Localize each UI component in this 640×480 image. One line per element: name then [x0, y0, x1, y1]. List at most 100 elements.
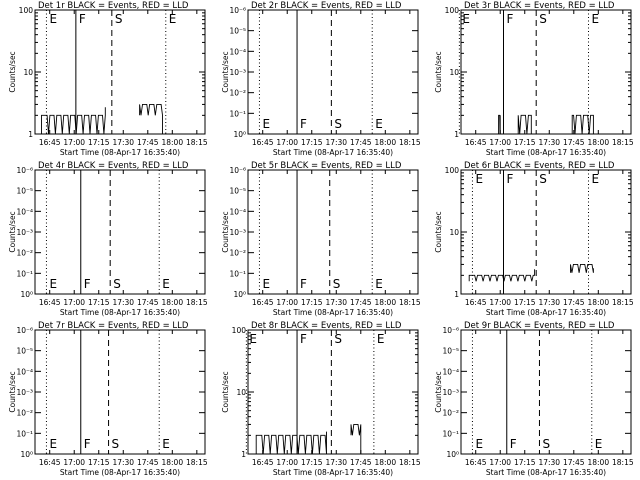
- x-tick-label: 17:30: [112, 298, 134, 307]
- y-tick-label: 10⁻¹: [16, 429, 33, 438]
- x-tick-label: 18:15: [612, 298, 634, 307]
- y-tick-label: 10⁻¹: [442, 429, 459, 438]
- panel-det-2: Det 2r BLACK = Events, RED = LLD Start Ti…: [221, 1, 421, 157]
- y-tick-label: 10⁻⁴: [229, 47, 246, 56]
- marker-label: E: [49, 277, 57, 291]
- y-axis-label: Counts/sec: [434, 51, 443, 92]
- events-trace: [570, 263, 594, 273]
- x-tick-label: 18:00: [587, 458, 609, 467]
- y-tick-label: 10⁻⁶: [229, 6, 246, 15]
- y-tick-label: 10⁰: [446, 450, 459, 459]
- x-tick-label: 16:45: [39, 298, 61, 307]
- x-tick-label: 17:45: [350, 138, 372, 147]
- panel-title: Det 1r BLACK = Events, RED = LLD: [38, 1, 189, 11]
- x-tick-label: 18:15: [612, 138, 634, 147]
- y-tick-label: 10⁰: [20, 290, 33, 299]
- x-tick-label: 18:15: [612, 458, 634, 467]
- x-tick-label: 18:00: [161, 298, 183, 307]
- x-tick-label: 17:00: [63, 298, 85, 307]
- y-tick-label: 10: [449, 228, 459, 237]
- marker-label: E: [49, 437, 57, 451]
- x-tick-label: 17:30: [538, 458, 560, 467]
- x-tick-label: 17:15: [301, 458, 323, 467]
- y-tick-label: 10⁻²: [442, 409, 459, 418]
- y-tick-label: 10⁻²: [16, 409, 33, 418]
- y-tick-label: 10⁻³: [229, 228, 246, 237]
- panel-title: Det 2r BLACK = Events, RED = LLD: [251, 1, 402, 11]
- y-tick-label: 10⁻⁶: [16, 326, 33, 335]
- x-tick-label: 18:15: [186, 138, 208, 147]
- x-tick-label: 16:45: [39, 458, 61, 467]
- y-axis-label: Counts/sec: [434, 211, 443, 252]
- marker-label: S: [334, 117, 342, 131]
- y-tick-label: 10⁻⁴: [442, 367, 459, 376]
- marker-label: S: [115, 12, 123, 26]
- x-tick-label: 17:00: [276, 138, 298, 147]
- plot-frame: [460, 9, 632, 135]
- marker-label: E: [375, 277, 383, 291]
- y-axis-label: Counts/sec: [434, 371, 443, 412]
- y-tick-label: 10⁻²: [229, 89, 246, 98]
- x-tick-label: 18:00: [374, 458, 396, 467]
- y-tick-label: 10⁻³: [16, 228, 33, 237]
- x-tick-label: 17:15: [88, 138, 110, 147]
- x-tick-label: 17:15: [514, 138, 536, 147]
- x-axis-label: Start Time (08-Apr-17 16:35:40): [486, 468, 606, 477]
- x-axis-label: Start Time (08-Apr-17 16:35:40): [273, 468, 393, 477]
- y-axis-label: Counts/sec: [221, 371, 230, 412]
- plot-frame: [247, 169, 419, 295]
- panel-title: Det 7r BLACK = Events, RED = LLD: [38, 321, 189, 331]
- marker-label: F: [84, 277, 91, 291]
- marker-label: S: [334, 332, 342, 346]
- y-tick-label: 10⁻⁵: [229, 187, 246, 196]
- marker-label: E: [169, 12, 177, 26]
- panel-det-5: Det 5r BLACK = Events, RED = LLD Start Ti…: [221, 161, 421, 317]
- x-axis-label: Start Time (08-Apr-17 16:35:40): [273, 308, 393, 317]
- panel-title: Det 9r BLACK = Events, RED = LLD: [464, 321, 615, 331]
- marker-label: E: [249, 332, 257, 346]
- marker-label: F: [507, 172, 514, 186]
- panel-det-4: Det 4r BLACK = Events, RED = LLD Start Ti…: [8, 161, 208, 317]
- panel-det-8: Det 8r BLACK = Events, RED = LLD Start Ti…: [221, 321, 421, 477]
- y-tick-label: 10⁻²: [16, 249, 33, 258]
- y-tick-label: 10⁻⁶: [442, 326, 459, 335]
- x-tick-label: 16:45: [252, 138, 274, 147]
- y-tick-label: 10⁻³: [16, 388, 33, 397]
- events-trace: [350, 423, 362, 454]
- marker-label: F: [79, 12, 86, 26]
- x-tick-label: 17:00: [276, 298, 298, 307]
- y-tick-label: 10⁻⁶: [16, 166, 33, 175]
- panel-title: Det 5r BLACK = Events, RED = LLD: [251, 161, 402, 171]
- x-tick-label: 17:45: [563, 458, 585, 467]
- x-tick-label: 18:00: [161, 138, 183, 147]
- marker-label: F: [510, 437, 517, 451]
- marker-label: F: [84, 437, 91, 451]
- plot-frame: [34, 169, 206, 295]
- marker-label: S: [539, 12, 547, 26]
- y-tick-label: 10⁻⁶: [229, 166, 246, 175]
- x-tick-label: 17:30: [538, 138, 560, 147]
- x-tick-label: 16:45: [465, 138, 487, 147]
- y-tick-label: 1: [28, 130, 33, 139]
- x-tick-label: 18:00: [161, 458, 183, 467]
- x-tick-label: 17:45: [563, 298, 585, 307]
- marker-label: S: [112, 437, 120, 451]
- plot-frame: [247, 9, 419, 135]
- y-tick-label: 10⁻⁵: [229, 27, 246, 36]
- y-tick-label: 1: [454, 130, 459, 139]
- x-tick-label: 17:15: [301, 298, 323, 307]
- marker-label: E: [262, 117, 270, 131]
- x-tick-label: 17:00: [489, 138, 511, 147]
- marker-label: E: [592, 172, 600, 186]
- events-trace: [498, 114, 501, 135]
- marker-label: E: [162, 277, 170, 291]
- marker-label: E: [377, 332, 385, 346]
- marker-label: E: [49, 12, 57, 26]
- y-tick-label: 10⁻²: [229, 249, 246, 258]
- x-axis-label: Start Time (08-Apr-17 16:35:40): [273, 148, 393, 157]
- x-tick-label: 17:15: [514, 298, 536, 307]
- marker-label: F: [300, 117, 307, 131]
- x-tick-label: 17:00: [489, 298, 511, 307]
- x-axis-label: Start Time (08-Apr-17 16:35:40): [486, 308, 606, 317]
